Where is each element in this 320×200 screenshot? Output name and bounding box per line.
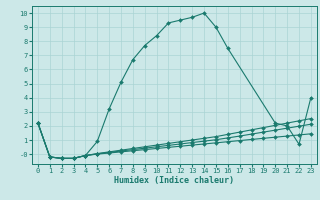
X-axis label: Humidex (Indice chaleur): Humidex (Indice chaleur) [115,176,234,185]
